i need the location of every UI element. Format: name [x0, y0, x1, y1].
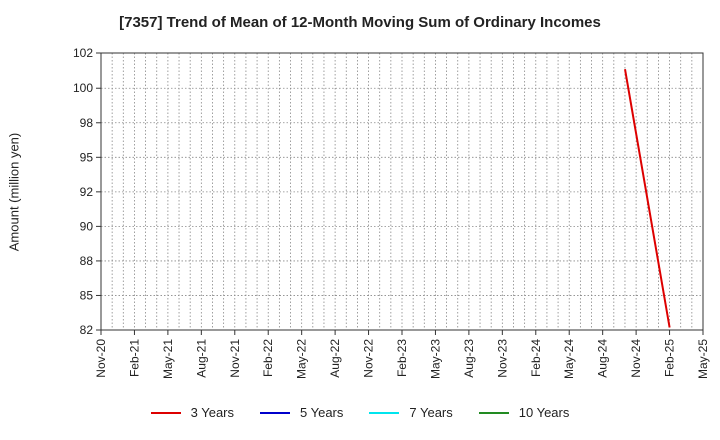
legend-label: 3 Years [190, 405, 234, 420]
x-tick-label: Aug-22 [328, 339, 342, 378]
legend-item: 10 Years [478, 405, 570, 420]
legend-swatch [260, 411, 290, 414]
x-tick-label: Nov-22 [362, 339, 376, 378]
series-line-3-years [624, 69, 671, 328]
legend-label: 5 Years [300, 405, 344, 420]
x-tick-label: Nov-23 [495, 339, 509, 378]
y-tick-label: 102 [73, 46, 93, 60]
x-tick-label: Feb-23 [395, 339, 409, 377]
y-tick-label: 88 [80, 254, 94, 268]
x-tick-label: May-22 [295, 339, 309, 379]
legend-label: 10 Years [518, 405, 570, 420]
y-axis-ticks: 82 85 88 90 92 95 98 100 102 [73, 46, 101, 337]
x-tick-label: Aug-24 [596, 339, 610, 378]
y-tick-label: 90 [80, 219, 94, 233]
legend-item: 7 Years [369, 405, 453, 420]
x-tick-label: May-23 [428, 339, 442, 379]
x-tick-label: Feb-24 [529, 339, 543, 377]
x-tick-label: May-24 [562, 339, 576, 379]
legend-label: 7 Years [409, 405, 453, 420]
x-tick-label: Aug-23 [462, 339, 476, 378]
legend-swatch [369, 411, 400, 414]
x-axis-ticks: Nov-20 Feb-21 May-21 Aug-21 Nov-21 Feb-22 May-… [94, 330, 710, 379]
x-tick-label: Feb-25 [663, 339, 677, 377]
x-tick-label: Nov-21 [228, 339, 242, 378]
x-tick-label: Feb-21 [127, 339, 141, 377]
x-tick-label: Nov-20 [94, 339, 108, 378]
legend-item: 3 Years [150, 405, 234, 420]
x-tick-label: Aug-21 [194, 339, 208, 378]
x-tick-label: May-25 [696, 339, 710, 379]
legend-swatch [150, 411, 181, 414]
y-tick-label: 85 [80, 288, 94, 302]
y-tick-label: 95 [80, 150, 94, 164]
x-tick-label: Feb-22 [261, 339, 275, 377]
y-tick-label: 100 [73, 81, 93, 95]
y-tick-label: 98 [80, 116, 94, 130]
x-tick-label: Nov-24 [629, 339, 643, 378]
series-lines [624, 69, 671, 328]
y-tick-label: 92 [80, 185, 94, 199]
grid-lines [101, 53, 703, 330]
chart-title: [7357] Trend of Mean of 12-Month Moving … [119, 14, 601, 31]
y-tick-label: 82 [80, 323, 94, 337]
legend: 3 Years 5 Years 7 Years 10 Years [0, 405, 720, 420]
legend-item: 5 Years [260, 405, 343, 420]
legend-swatch [478, 411, 509, 414]
x-tick-label: May-21 [161, 339, 175, 379]
